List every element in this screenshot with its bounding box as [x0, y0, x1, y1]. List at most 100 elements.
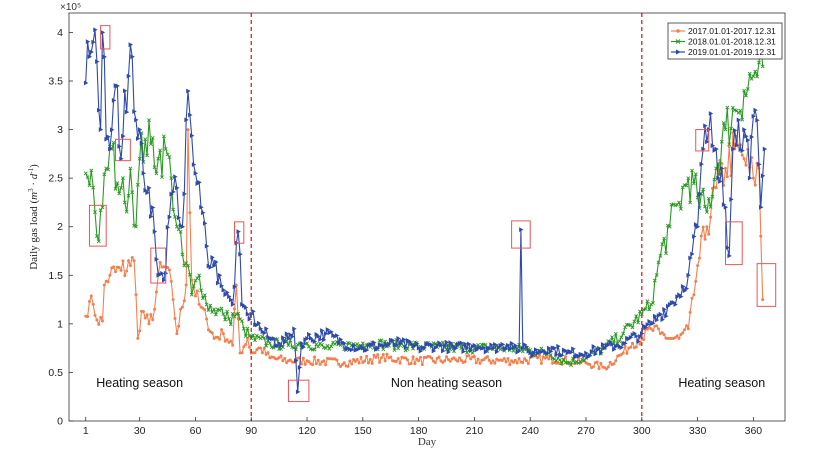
data-point: [493, 361, 497, 365]
data-point: [191, 162, 197, 168]
data-point: [701, 225, 705, 229]
data-point: [664, 251, 668, 256]
data-point: [437, 355, 441, 359]
data-point: [255, 348, 259, 352]
data-point: [171, 207, 176, 212]
data-point: [652, 278, 657, 283]
data-point: [115, 181, 120, 185]
data-point: [519, 227, 524, 233]
data-point: [329, 344, 334, 349]
data-point: [151, 318, 155, 322]
data-point: [482, 358, 486, 362]
data-point: [91, 302, 95, 306]
data-point: [658, 253, 663, 258]
data-point: [111, 98, 117, 103]
data-point: [152, 229, 158, 234]
data-point: [329, 329, 334, 335]
data-point: [236, 229, 241, 234]
data-point: [396, 346, 401, 351]
data-point: [301, 344, 306, 350]
data-point: [760, 64, 765, 69]
data-point: [392, 348, 397, 353]
data-point: [381, 352, 385, 356]
axes: 1 30 60 90 120 150 180 210 240 270 300 330 360 0 0.5 1 1…: [48, 27, 762, 437]
data-point: [108, 273, 112, 277]
data-point: [709, 215, 713, 219]
data-point: [244, 342, 248, 346]
season-label: Heating season: [96, 376, 183, 390]
data-point: [664, 313, 669, 319]
data-point: [703, 123, 708, 129]
data-point: [350, 362, 354, 366]
data-point: [91, 185, 96, 190]
data-point: [606, 365, 610, 369]
data-point: [559, 361, 564, 366]
data-point: [156, 156, 161, 161]
data-point: [707, 232, 711, 236]
data-point: [260, 334, 265, 339]
data-point: [433, 345, 438, 351]
data-point: [623, 344, 627, 348]
data-point: [247, 345, 251, 349]
data-point: [716, 175, 721, 181]
data-point: [452, 349, 456, 353]
data-point: [134, 293, 138, 297]
data-point: [597, 367, 601, 371]
data-point: [623, 340, 628, 346]
data-point: [476, 357, 480, 361]
data-point: [295, 389, 301, 395]
data-point: [143, 137, 148, 142]
data-point: [139, 140, 145, 146]
anomaly-highlight-box: [150, 247, 167, 284]
data-point: [409, 362, 413, 366]
data-point: [173, 174, 178, 180]
x-tick-label: 210: [466, 425, 484, 437]
data-point: [643, 325, 649, 330]
data-point: [688, 310, 692, 314]
data-point: [731, 146, 736, 152]
x-tick-label: 60: [190, 425, 202, 437]
data-point: [286, 336, 292, 341]
data-point: [277, 340, 282, 346]
data-point: [180, 305, 184, 309]
data-point: [701, 146, 706, 152]
data-point: [759, 234, 763, 238]
data-point: [193, 294, 197, 298]
data-point: [223, 317, 228, 322]
data-point: [757, 162, 762, 167]
data-point: [727, 253, 732, 259]
data-point: [690, 168, 694, 173]
data-point: [418, 355, 422, 359]
data-point: [292, 326, 297, 332]
data-point: [299, 362, 303, 366]
data-point: [576, 361, 581, 365]
anomaly-highlight-box: [724, 221, 743, 266]
data-point: [113, 186, 118, 191]
data-point: [604, 367, 608, 371]
data-point: [751, 113, 756, 119]
data-point: [251, 308, 256, 314]
data-point: [513, 358, 517, 362]
data-point: [599, 361, 603, 365]
data-point: [234, 283, 238, 287]
data-point: [238, 251, 243, 257]
data-point: [459, 359, 463, 363]
data-point: [662, 236, 667, 241]
data-point: [448, 340, 453, 345]
data-point: [154, 171, 159, 176]
data-point: [491, 345, 496, 351]
data-point: [703, 204, 707, 209]
data-point: [212, 307, 216, 312]
data-point: [327, 346, 332, 351]
data-point: [102, 54, 107, 60]
data-point: [154, 256, 160, 262]
plot-content: [83, 13, 777, 421]
data-point: [696, 264, 700, 268]
data-point: [175, 332, 179, 336]
data-point: [638, 309, 642, 314]
data-point: [210, 331, 214, 335]
data-point: [642, 338, 646, 342]
data-point: [521, 360, 525, 364]
data-point: [158, 148, 163, 153]
data-point: [747, 71, 752, 76]
